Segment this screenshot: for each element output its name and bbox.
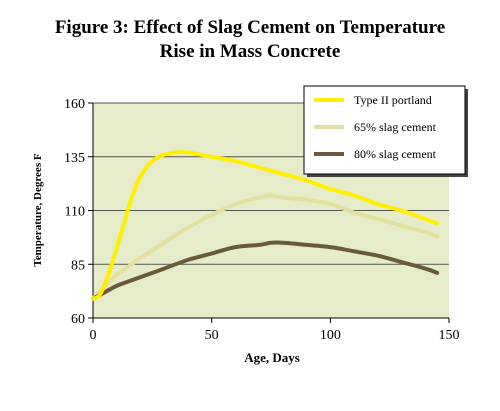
y-tick-label: 160 bbox=[64, 97, 85, 112]
x-axis-label: Age, Days bbox=[244, 350, 300, 365]
series-line-1 bbox=[91, 193, 440, 301]
y-tick-label: 85 bbox=[71, 258, 85, 273]
axes: 60 85 110 135 160 0 50 100 150 bbox=[64, 97, 460, 343]
series-line-2 bbox=[91, 240, 440, 301]
y-tick-label: 60 bbox=[71, 312, 85, 327]
y-tick-label: 135 bbox=[64, 151, 85, 166]
x-tick-label: 100 bbox=[320, 328, 341, 343]
series-lines bbox=[91, 150, 440, 301]
legend-label: Type II portland bbox=[354, 93, 432, 107]
y-axis-label: Temperature, Degrees F bbox=[32, 153, 44, 266]
legend-label: 65% slag cement bbox=[354, 120, 437, 134]
chart-title: Figure 3: Effect of Slag Cement on Tempe… bbox=[0, 16, 500, 64]
legend: Type II portland 65% slag cement 80% slag … bbox=[303, 85, 468, 177]
series-line-0 bbox=[91, 150, 440, 301]
legend-label: 80% slag cement bbox=[354, 147, 437, 161]
x-tick-label: 0 bbox=[90, 328, 97, 343]
y-tick-label: 110 bbox=[65, 205, 85, 220]
x-tick-label: 50 bbox=[205, 328, 219, 343]
chart-title-line-2: Rise in Mass Concrete bbox=[159, 41, 341, 62]
x-tick-label: 150 bbox=[439, 328, 460, 343]
chart-title-line-1: Figure 3: Effect of Slag Cement on Tempe… bbox=[54, 17, 446, 38]
